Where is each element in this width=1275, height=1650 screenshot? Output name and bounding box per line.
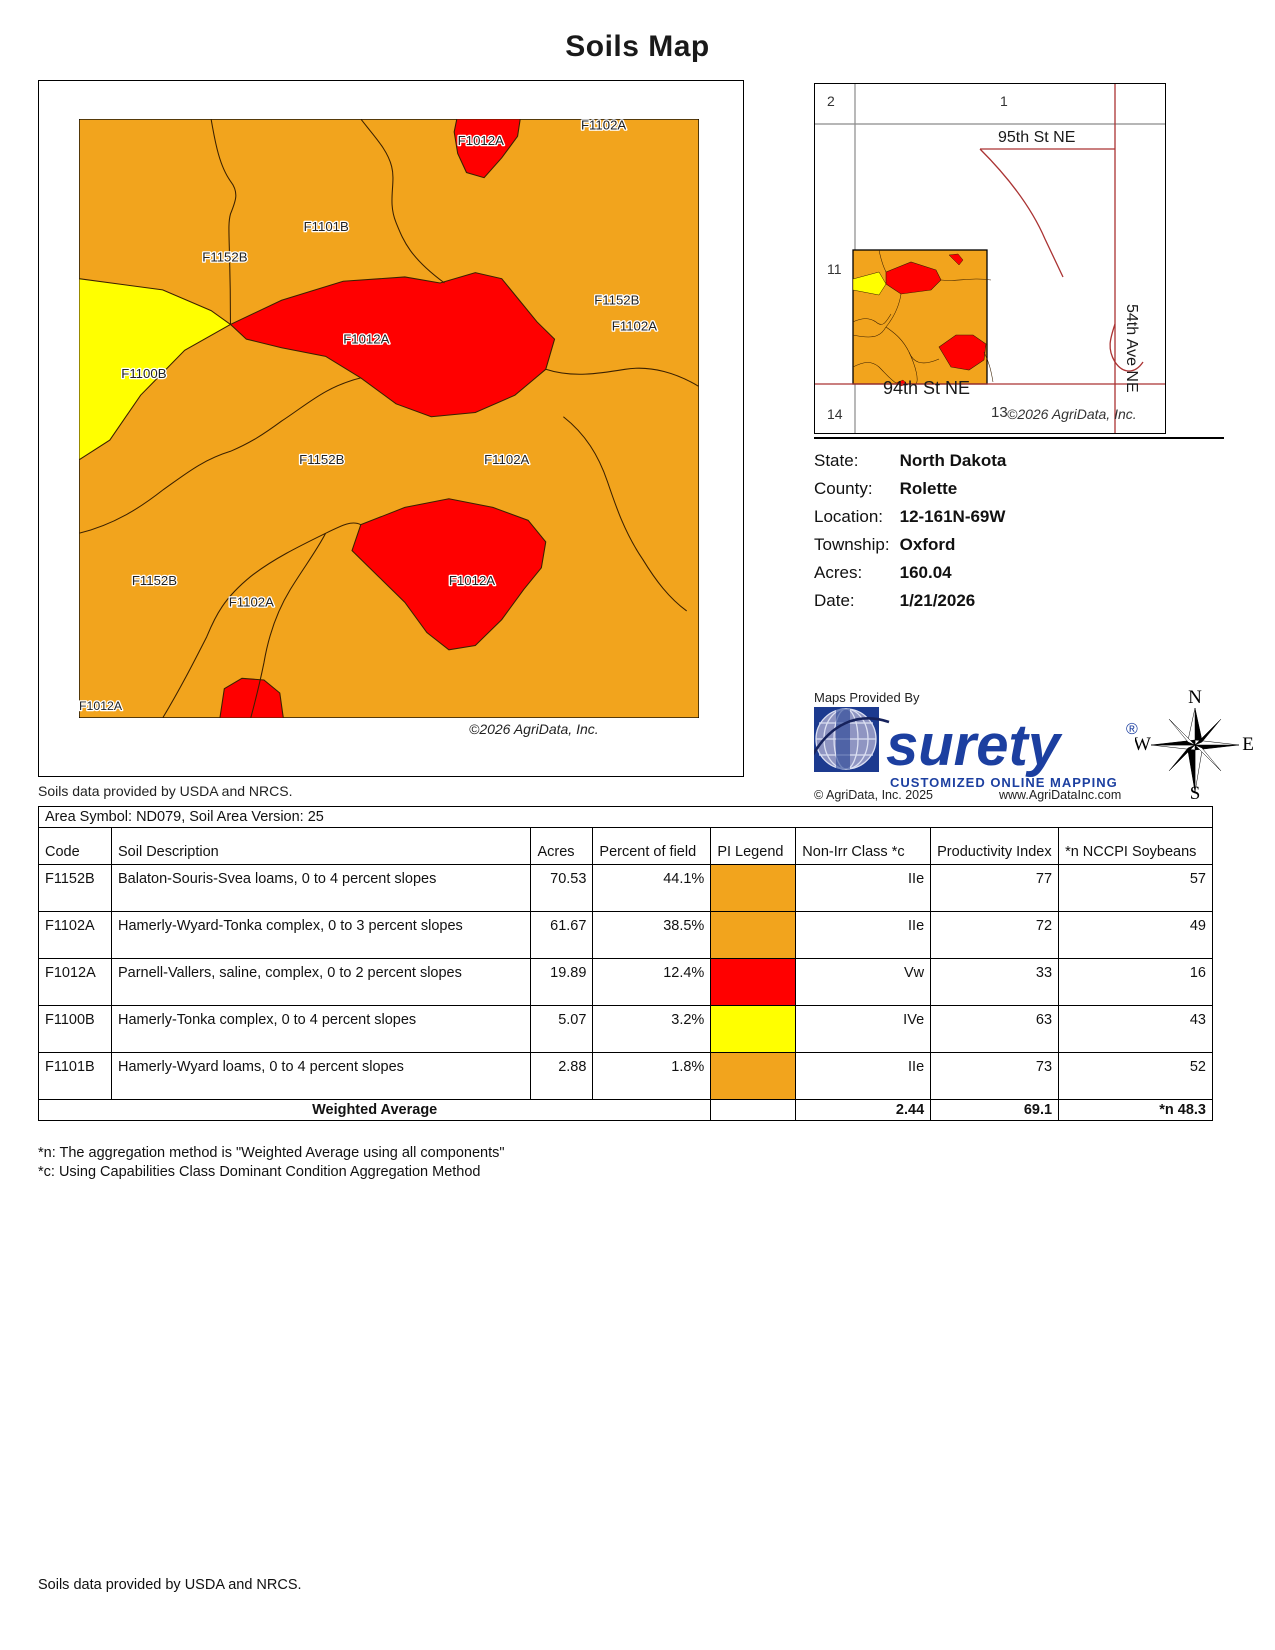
svg-text:E: E (1242, 734, 1254, 755)
svg-text:surety: surety (886, 713, 1063, 778)
svg-text:14: 14 (827, 406, 843, 422)
svg-text:F1012A: F1012A (458, 133, 504, 148)
svg-text:F1102A: F1102A (229, 595, 275, 610)
svg-text:1: 1 (1000, 93, 1008, 109)
svg-text:F1101B: F1101B (304, 219, 350, 234)
svg-text:95th St NE: 95th St NE (998, 129, 1075, 146)
svg-text:13: 13 (991, 404, 1008, 421)
svg-text:54th Ave NE: 54th Ave NE (1123, 304, 1140, 393)
svg-text:F1012A: F1012A (449, 573, 495, 588)
svg-text:W: W (1135, 734, 1151, 755)
svg-text:F1102A: F1102A (484, 452, 530, 467)
svg-text:N: N (1188, 688, 1202, 708)
svg-text:F1152B: F1152B (594, 293, 640, 308)
svg-text:94th St NE: 94th St NE (883, 378, 970, 398)
svg-text:©2026 AgriData, Inc.: ©2026 AgriData, Inc. (1007, 406, 1137, 422)
svg-text:F1100B: F1100B (121, 366, 167, 381)
svg-text:www.AgriDataInc.com: www.AgriDataInc.com (998, 788, 1121, 802)
svg-text:F1152B: F1152B (132, 573, 178, 588)
svg-text:F1102A: F1102A (581, 119, 627, 132)
svg-text:F1012A: F1012A (79, 699, 123, 713)
svg-text:2: 2 (827, 93, 835, 109)
svg-text:11: 11 (827, 261, 842, 277)
svg-text:F1012A: F1012A (343, 332, 389, 347)
svg-text:© AgriData, Inc. 2025: © AgriData, Inc. 2025 (814, 788, 933, 802)
svg-text:F1152B: F1152B (202, 250, 248, 265)
svg-text:F1152B: F1152B (299, 452, 345, 467)
svg-text:F1102A: F1102A (612, 319, 658, 334)
